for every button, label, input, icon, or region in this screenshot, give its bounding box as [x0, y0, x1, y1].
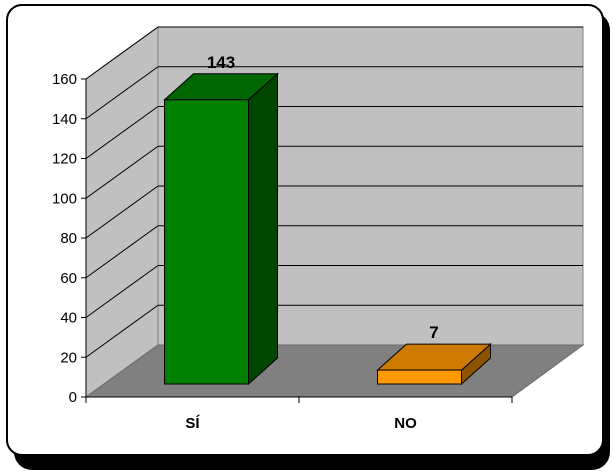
y-axis: 0 20 40 60 80 100 120 140 160 [52, 71, 87, 406]
bar-no [376, 342, 492, 386]
data-label: 143 [207, 53, 235, 72]
bar-front [377, 369, 462, 385]
y-tick-label: 60 [60, 270, 77, 287]
data-labels: 143 7 [207, 53, 439, 342]
y-tick-label: 120 [52, 151, 77, 168]
y-tick-label: 80 [60, 230, 77, 247]
bars [163, 72, 492, 386]
x-tick-label: SÍ [185, 415, 200, 432]
gridline-diagonal [85, 145, 159, 199]
gridline-diagonal [85, 66, 159, 120]
y-tick-label: 140 [52, 111, 77, 128]
x-tick-label: NO [394, 415, 417, 432]
gridline-diagonal [85, 225, 159, 279]
gridline-diagonal [85, 185, 159, 239]
y-tick-label: 0 [69, 389, 77, 406]
y-tick-label: 40 [60, 310, 77, 327]
bar-side [248, 72, 278, 386]
x-axis: SÍ NO [85, 396, 513, 432]
gridline-diagonal [85, 304, 159, 358]
gridline-diagonal [85, 106, 159, 159]
floor [84, 344, 585, 398]
data-label: 7 [429, 323, 438, 342]
y-tick-label: 160 [52, 71, 77, 88]
gridline-diagonal [85, 26, 159, 80]
gridline-diagonal [85, 265, 159, 318]
y-tick-label: 20 [60, 349, 77, 366]
bar-front [164, 99, 249, 385]
bar-si [163, 72, 279, 386]
y-tick-label: 100 [52, 190, 77, 207]
